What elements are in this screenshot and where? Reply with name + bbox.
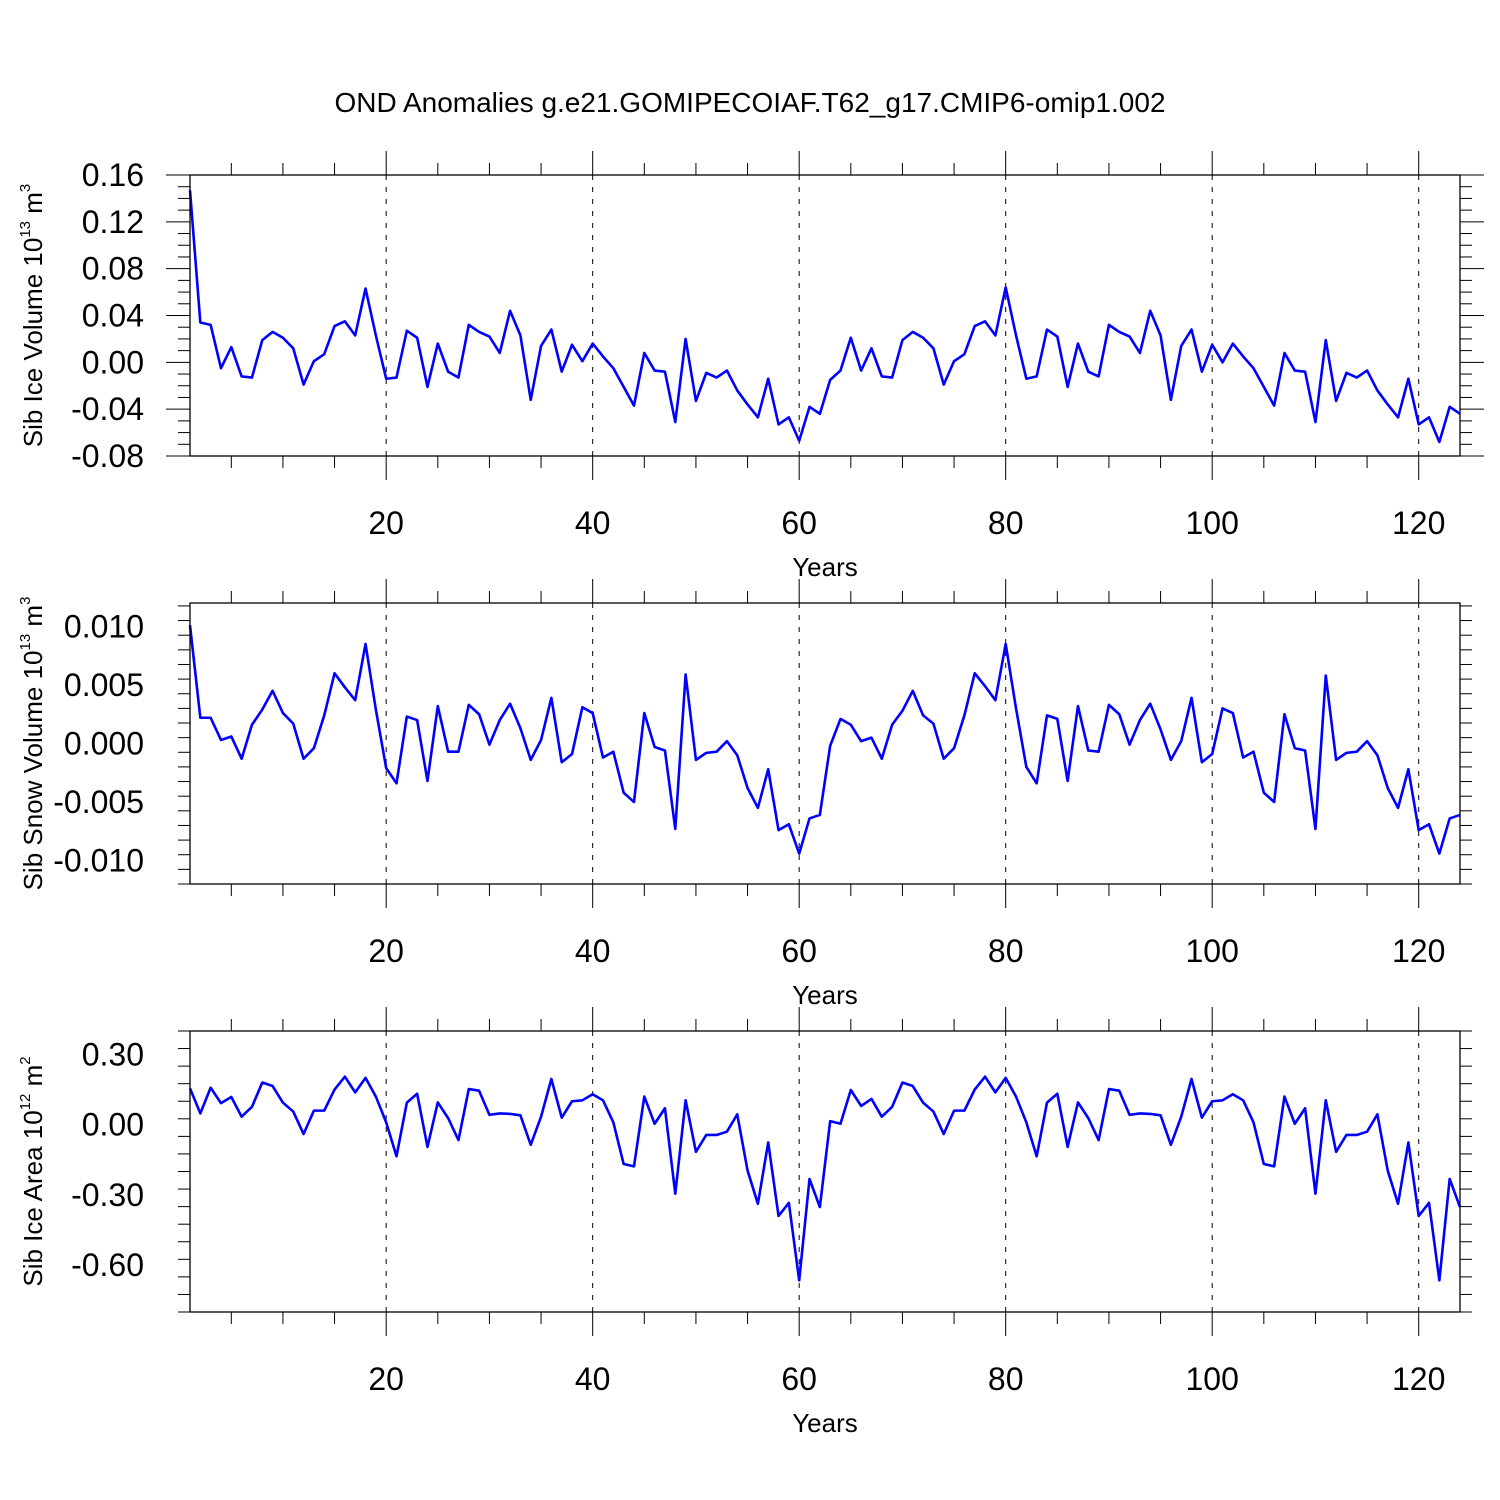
x-tick-label: 100 — [1185, 505, 1238, 541]
y-axis-label-mid: m — [18, 605, 48, 634]
y-axis-label-prefix: Sib Ice Volume 10 — [18, 238, 48, 448]
plot-frame — [189, 602, 1461, 885]
x-tick-label: 60 — [781, 1361, 817, 1397]
x-axis-label: Years — [792, 980, 858, 1010]
y-axis-label-unit_exp: 3 — [17, 184, 34, 192]
x-tick-label: 80 — [988, 933, 1024, 969]
x-tick-label: 120 — [1392, 505, 1445, 541]
x-tick-label: 40 — [575, 505, 611, 541]
x-tick-label: 40 — [575, 933, 611, 969]
x-tick-label: 20 — [368, 933, 404, 969]
panels: 20 40 60 80 100 120 Years 0.16 0.12 0.08 0.04 0.00 -… — [17, 151, 1484, 1438]
x-axis-label: Years — [792, 1408, 858, 1438]
y-axis-label: Sib Ice Volume 1013 m3 — [17, 184, 48, 448]
plot-frame — [189, 1030, 1461, 1313]
x-tick-label: 120 — [1392, 933, 1445, 969]
x-tick-label: 80 — [988, 505, 1024, 541]
y-tick-label: 0.010 — [64, 608, 144, 644]
x-tick-label: 20 — [368, 1361, 404, 1397]
y-tick-label: 0.04 — [82, 298, 144, 334]
y-tick-label: 0.000 — [64, 726, 144, 762]
y-tick-label: -0.04 — [71, 391, 144, 427]
y-tick-label: 0.08 — [82, 251, 144, 287]
y-tick-label: 0.12 — [82, 204, 144, 240]
panel-1: 20 40 60 80 100 120 Years 0.16 0.12 0.08 0.04 0.00 -… — [17, 151, 1484, 582]
y-axis-label: Sib Ice Area 1012 m2 — [17, 1056, 48, 1286]
panel-3: 20 40 60 80 100 120 Years 0.30 0.00 -0.30 -0.60 Sib… — [17, 1007, 1472, 1438]
x-tick-label: 120 — [1392, 1361, 1445, 1397]
y-tick-label: 0.00 — [82, 1107, 144, 1143]
series-line — [188, 190, 1461, 444]
x-tick-label: 20 — [368, 505, 404, 541]
x-tick-label: 40 — [575, 1361, 611, 1397]
y-axis-label-exp: 13 — [17, 221, 34, 238]
y-tick-label: -0.08 — [71, 438, 144, 474]
figure-title: OND Anomalies g.e21.GOMIPECOIAF.T62_g17.… — [334, 87, 1165, 118]
y-tick-label: -0.30 — [71, 1177, 144, 1213]
y-axis-label-exp: 13 — [17, 634, 34, 651]
y-tick-label: -0.005 — [53, 784, 144, 820]
x-tick-label: 100 — [1185, 1361, 1238, 1397]
y-axis-label: Sib Snow Volume 1013 m3 — [17, 597, 48, 891]
y-axis-label-prefix: Sib Snow Volume 10 — [18, 650, 48, 890]
y-axis-label-mid: m — [18, 192, 48, 221]
y-axis-label-mid: m — [18, 1065, 48, 1094]
x-tick-label: 100 — [1185, 933, 1238, 969]
x-tick-label: 60 — [781, 505, 817, 541]
series-line — [188, 625, 1461, 855]
x-tick-label: 80 — [988, 1361, 1024, 1397]
y-axis-label-unit_exp: 2 — [17, 1056, 34, 1064]
y-axis-label-prefix: Sib Ice Area 10 — [18, 1110, 48, 1286]
y-tick-label: -0.010 — [53, 843, 144, 879]
x-tick-label: 60 — [781, 933, 817, 969]
x-axis-label: Years — [792, 552, 858, 582]
series-line — [188, 1075, 1462, 1282]
panel-2: 20 40 60 80 100 120 Years 0.010 0.005 0.000 -0.005… — [17, 579, 1472, 1010]
y-axis-label-unit_exp: 3 — [17, 597, 34, 605]
y-tick-label: 0.005 — [64, 667, 144, 703]
y-tick-label: -0.60 — [71, 1247, 144, 1283]
y-axis-label-exp: 12 — [17, 1094, 34, 1111]
y-tick-label: 0.16 — [82, 157, 144, 193]
plot-frame — [189, 174, 1461, 457]
y-tick-label: 0.30 — [82, 1036, 144, 1072]
y-tick-label: 0.00 — [82, 344, 144, 380]
